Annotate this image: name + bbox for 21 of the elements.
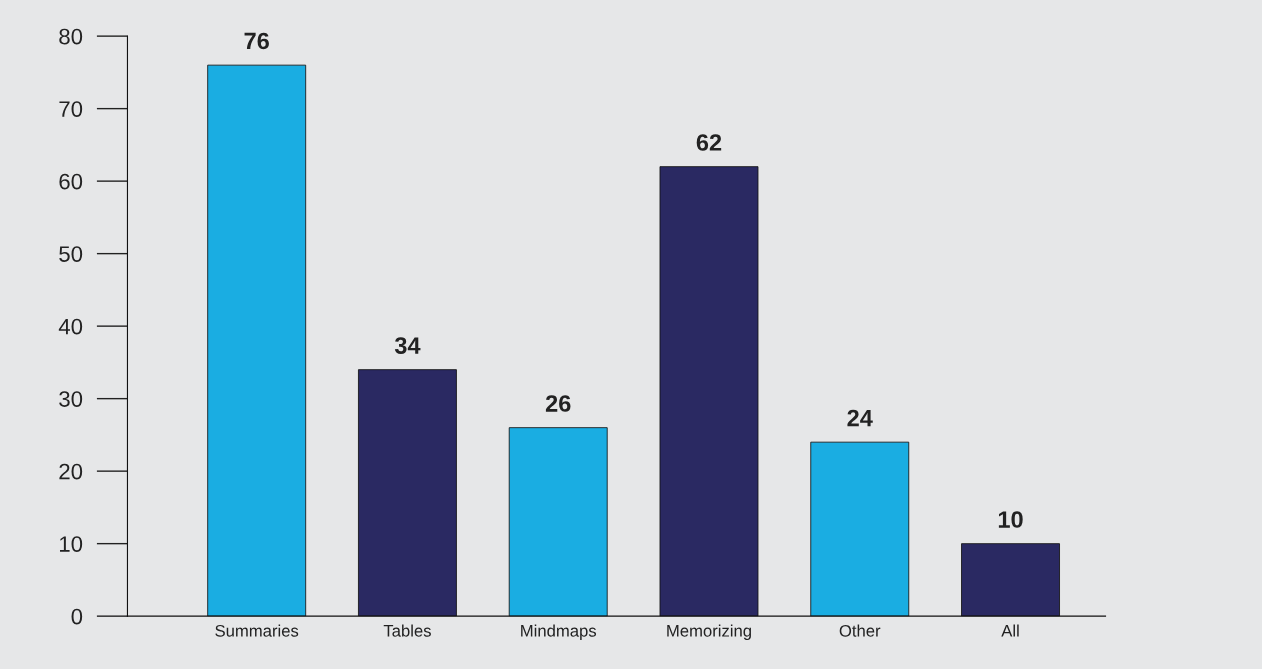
data-label: 10 <box>998 511 1023 528</box>
y-tick-label: 80 <box>59 28 83 45</box>
y-tick-label: 50 <box>59 246 83 262</box>
x-tick-label: Memorizing <box>667 624 751 641</box>
data-label: 76 <box>244 32 269 50</box>
y-tick-label: 20 <box>59 463 83 480</box>
x-tick-label: Mindmaps <box>521 624 597 641</box>
x-tick-label: Summaries <box>215 624 299 637</box>
x-tick-label: All <box>1001 624 1019 637</box>
y-tick-label: 30 <box>59 391 83 407</box>
data-label: 26 <box>545 395 571 412</box>
data-label: 34 <box>394 337 421 354</box>
data-label: 24 <box>847 409 873 427</box>
y-tick-label: 0 <box>71 608 83 625</box>
x-tick-label: Other <box>839 624 881 637</box>
x-tick-label: Tables <box>383 624 431 637</box>
y-tick-label: 40 <box>58 318 83 335</box>
y-tick-label: 60 <box>59 173 83 190</box>
y-tick-label: 10 <box>60 536 83 552</box>
y-tick-label: 70 <box>59 101 83 117</box>
data-label: 62 <box>696 134 722 151</box>
